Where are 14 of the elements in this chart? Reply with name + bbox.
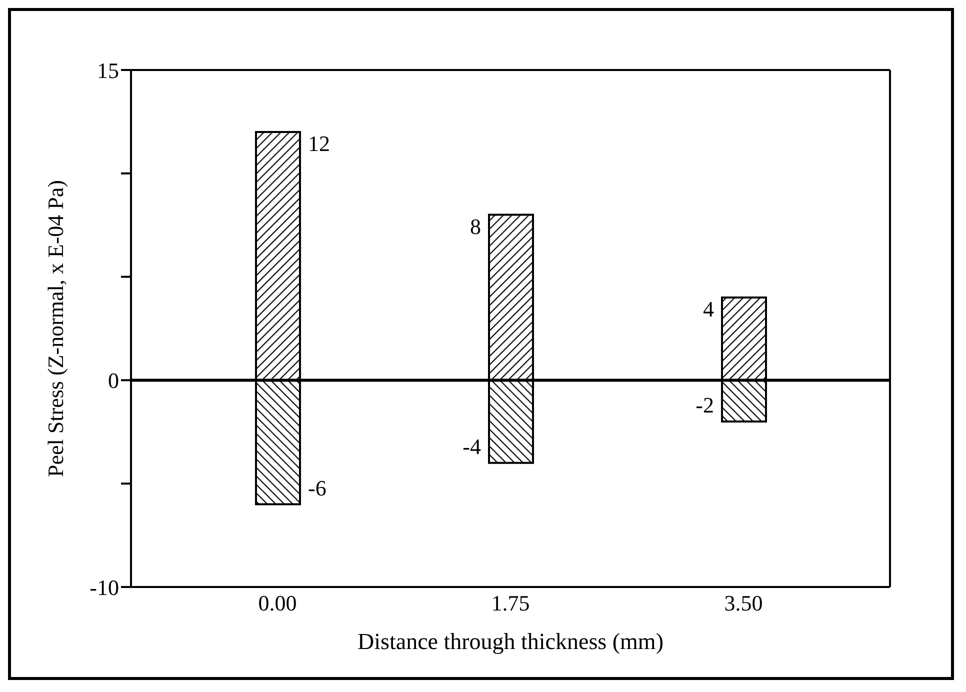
- y-tick-label: 0: [108, 368, 119, 394]
- x-tick-label: 3.50: [724, 590, 763, 616]
- data-label: 12: [308, 131, 330, 156]
- data-label: -2: [696, 392, 714, 418]
- x-tick-label: 0.00: [258, 590, 297, 616]
- x-tick-label: 1.75: [491, 590, 530, 616]
- y-axis-title: Peel Stress (Z-normal, x E-04 Pa): [42, 180, 68, 477]
- data-label: 4: [703, 296, 714, 322]
- data-label: -6: [308, 475, 326, 500]
- y-tick-label: -10: [90, 574, 119, 600]
- x-axis-title: Distance through thickness (mm): [358, 629, 664, 654]
- data-label: -4: [462, 434, 481, 459]
- data-label: 8: [470, 214, 481, 239]
- y-tick-label: 15: [97, 58, 119, 83]
